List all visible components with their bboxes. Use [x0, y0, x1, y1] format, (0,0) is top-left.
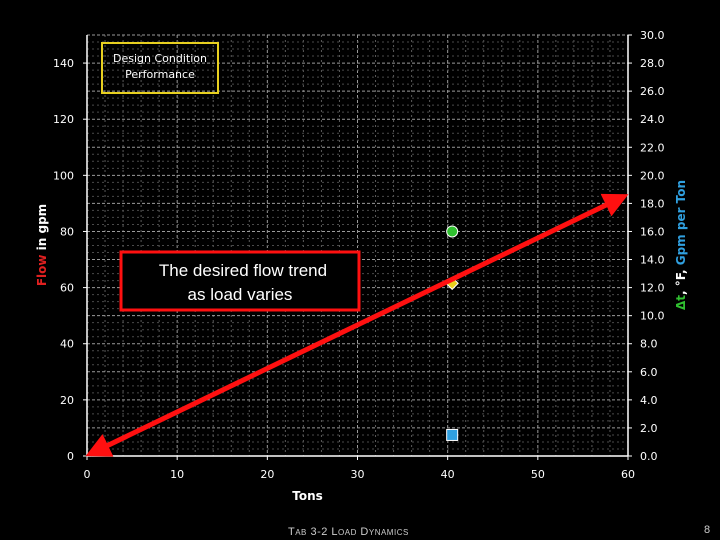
grid-lines: [86, 34, 629, 457]
page-number: 8: [704, 524, 711, 536]
footer-title: Tab 3-2 Load Dynamics: [288, 526, 409, 538]
x-tick-label: 40: [441, 468, 455, 481]
axis-title-part: Flow: [35, 255, 49, 287]
annotation-line-1: The desired flow trend: [159, 261, 327, 280]
y-right-tick-label: 10.0: [640, 310, 665, 323]
y-left-tick-label: 60: [60, 282, 74, 295]
y-right-tick-label: 24.0: [640, 113, 665, 126]
y-left-tick-label: 100: [53, 169, 74, 182]
legend-line-1: Design Condition: [113, 52, 207, 65]
x-tick-label: 60: [621, 468, 635, 481]
axis-title-part: Gpm per Ton: [674, 180, 688, 265]
y-left-tick-label: 80: [60, 225, 74, 238]
y-right-tick-label: 6.0: [640, 366, 658, 379]
trend-arrow: [85, 193, 629, 457]
y-right-tick-label: 28.0: [640, 57, 665, 70]
y-right-tick-label: 22.0: [640, 141, 665, 154]
annotation-line-2: as load varies: [188, 285, 293, 304]
data-point-square: [446, 428, 459, 441]
y-right-tick-label: 12.0: [640, 282, 665, 295]
data-point-circle: [446, 225, 459, 238]
y-left-tick-label: 0: [67, 450, 74, 463]
y-right-tick-label: 0.0: [640, 450, 658, 463]
x-tick-label: 10: [170, 468, 184, 481]
legend-line-2: Performance: [125, 68, 195, 81]
y-right-axis-title: Δt, °F, Gpm per Ton: [674, 180, 688, 310]
y-right-tick-label: 30.0: [640, 29, 665, 42]
x-tick-label: 20: [260, 468, 274, 481]
axis-title-part: Δt: [674, 295, 688, 310]
x-axis-title: Tons: [292, 489, 323, 503]
x-tick-label: 50: [531, 468, 545, 481]
legend-box: Design Condition Performance: [101, 42, 219, 94]
tick-labels: 0 10 20 30 40 50 60 0 20 40 60 80 100 120 140 0.0 2.0 4.0…: [53, 29, 665, 481]
y-left-axis-title: Flow in gpm: [35, 204, 49, 286]
y-right-tick-label: 26.0: [640, 85, 665, 98]
y-right-tick-label: 16.0: [640, 225, 665, 238]
y-right-tick-label: 18.0: [640, 197, 665, 210]
legend-border: [101, 42, 219, 94]
y-right-tick-label: 4.0: [640, 394, 658, 407]
y-left-tick-label: 120: [53, 113, 74, 126]
data-points: [445, 225, 459, 441]
x-tick-label: 30: [351, 468, 365, 481]
axis-title-part: in gpm: [35, 204, 49, 255]
y-left-tick-label: 40: [60, 338, 74, 351]
annotation-callout: The desired flow trend as load varies: [119, 250, 361, 312]
x-tick-label: 0: [84, 468, 91, 481]
annotation-border: [119, 250, 361, 312]
y-left-tick-label: 20: [60, 394, 74, 407]
y-right-tick-label: 2.0: [640, 422, 658, 435]
y-right-tick-label: 8.0: [640, 338, 658, 351]
y-left-tick-label: 140: [53, 57, 74, 70]
y-right-tick-label: 14.0: [640, 254, 665, 267]
axis-title-part: , °F,: [674, 265, 688, 295]
y-right-tick-label: 20.0: [640, 169, 665, 182]
